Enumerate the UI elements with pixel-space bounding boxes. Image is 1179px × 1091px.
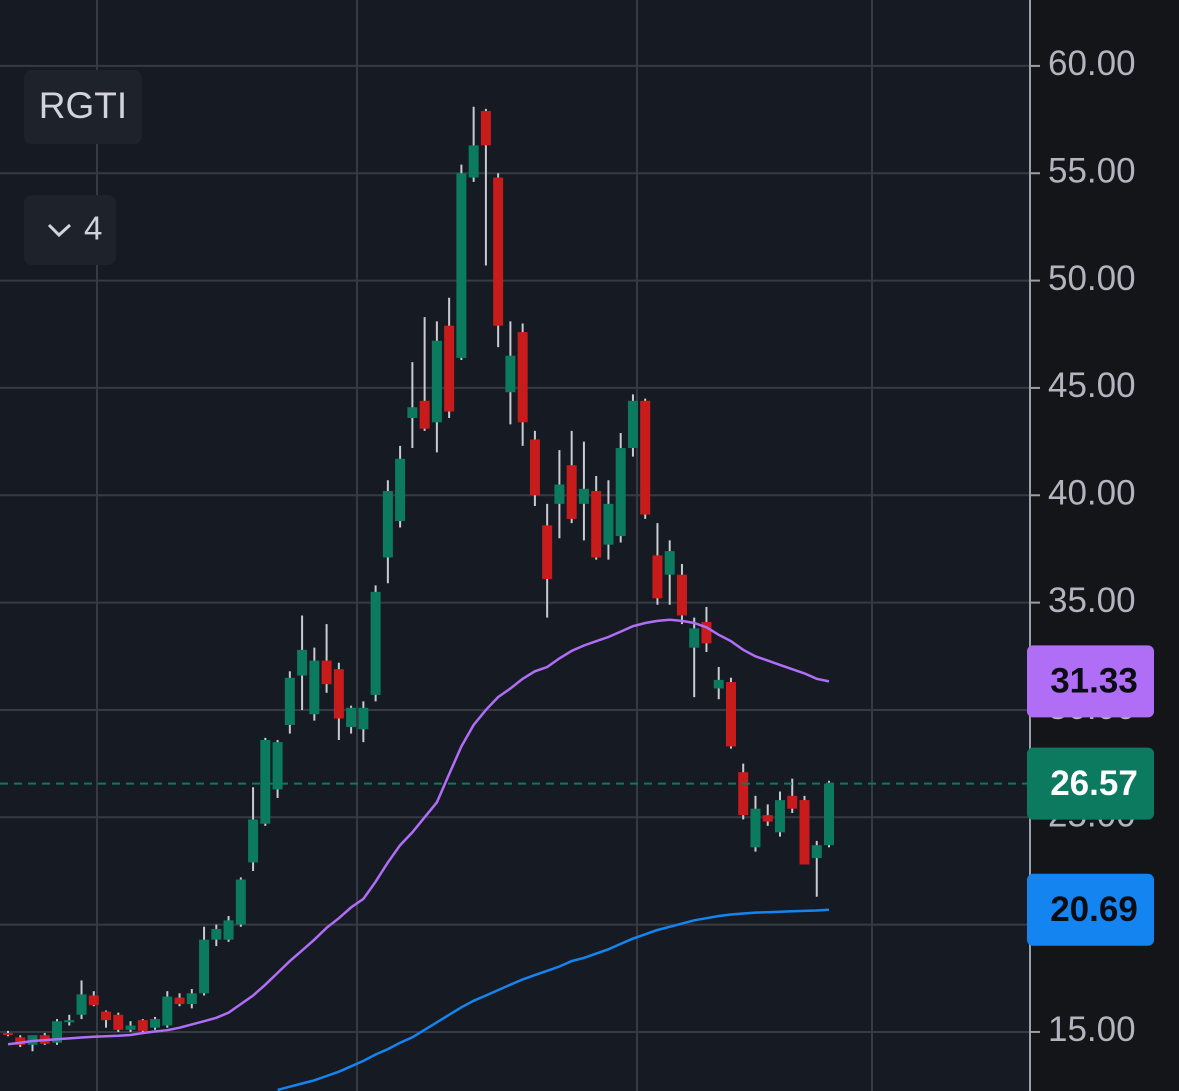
price-badge bbox=[1027, 747, 1154, 820]
candle-body bbox=[235, 879, 246, 925]
candle-body bbox=[591, 490, 602, 558]
candle-body bbox=[444, 325, 455, 412]
candle-body bbox=[676, 574, 687, 616]
candle-body bbox=[738, 772, 749, 816]
candle-body bbox=[750, 808, 761, 848]
candle-body bbox=[431, 340, 442, 423]
candle-body bbox=[762, 815, 773, 822]
y-tick-label: 40.00 bbox=[1048, 474, 1136, 513]
candle-body bbox=[309, 660, 320, 715]
candle-body bbox=[603, 503, 614, 545]
candle-body bbox=[3, 1033, 13, 1036]
candle-body bbox=[76, 994, 87, 1015]
candle-body bbox=[566, 465, 577, 519]
candle-body bbox=[199, 939, 210, 994]
candle-body bbox=[468, 145, 479, 178]
y-tick-label: 35.00 bbox=[1048, 581, 1136, 620]
candle-body bbox=[811, 845, 822, 859]
candle-body bbox=[211, 928, 222, 940]
candle-body bbox=[701, 621, 712, 644]
symbol-box[interactable] bbox=[24, 70, 142, 144]
candle-body bbox=[260, 739, 271, 824]
candle-body bbox=[358, 707, 369, 730]
moving-average-line bbox=[7, 618, 830, 1046]
candle-body bbox=[186, 993, 197, 1005]
chevron-icon bbox=[47, 223, 72, 238]
candle-body bbox=[824, 783, 834, 846]
indicator-count: 4 bbox=[84, 210, 102, 247]
candle-body bbox=[125, 1025, 136, 1030]
candle-body bbox=[480, 110, 491, 146]
candle-body bbox=[15, 1037, 26, 1045]
candle-body bbox=[382, 490, 393, 558]
candle-body bbox=[493, 177, 504, 326]
price-badge bbox=[1027, 645, 1154, 718]
candle-body bbox=[713, 679, 724, 689]
y-tick-label: 55.00 bbox=[1048, 151, 1136, 190]
candle-body bbox=[517, 332, 528, 423]
plot-background bbox=[0, 0, 1030, 1091]
candle-body bbox=[554, 484, 565, 504]
y-tick-label: 60.00 bbox=[1048, 44, 1136, 83]
candle-body bbox=[297, 649, 308, 676]
grid bbox=[0, 64, 1030, 1033]
candle-body bbox=[664, 551, 675, 575]
candle-body bbox=[113, 1014, 124, 1030]
candle-body bbox=[799, 800, 810, 865]
candle-body bbox=[174, 997, 185, 1005]
candle-body bbox=[725, 682, 736, 747]
candle-body bbox=[101, 1011, 112, 1021]
candle-body bbox=[395, 458, 406, 522]
candle-body bbox=[137, 1020, 148, 1031]
candle-body bbox=[578, 488, 589, 504]
indicators-toggle[interactable] bbox=[24, 195, 116, 265]
candle-body bbox=[223, 920, 234, 940]
candle-body bbox=[333, 669, 344, 719]
y-tick-label: 45.00 bbox=[1048, 366, 1136, 405]
candle-body bbox=[529, 439, 540, 496]
price-badge-label: 26.57 bbox=[1050, 764, 1138, 803]
price-badge bbox=[1027, 873, 1154, 946]
candle-body bbox=[162, 996, 173, 1026]
candle-body bbox=[542, 525, 553, 579]
candle-body bbox=[787, 795, 798, 809]
candle-body bbox=[284, 677, 295, 725]
price-badges: 31.33 20.69 26.57 bbox=[1027, 645, 1154, 946]
moving-average-line bbox=[277, 908, 830, 1091]
candle-body bbox=[321, 660, 332, 685]
candle-body bbox=[248, 819, 259, 863]
candle-body bbox=[774, 800, 785, 833]
symbol-label: RGTI bbox=[39, 85, 127, 126]
candle-body bbox=[64, 1020, 75, 1023]
candle-body bbox=[652, 555, 663, 599]
candle-body bbox=[419, 400, 430, 429]
candle-body bbox=[88, 995, 99, 1006]
candle-body bbox=[615, 448, 626, 537]
candle-body bbox=[370, 591, 381, 695]
candle-body bbox=[52, 1021, 63, 1043]
candle-body bbox=[272, 742, 283, 790]
candle-body bbox=[407, 407, 418, 418]
candle-body bbox=[346, 707, 357, 728]
plot bbox=[0, 106, 1030, 1091]
candle-body bbox=[505, 355, 516, 393]
candle-body bbox=[456, 173, 467, 358]
vertical-grid bbox=[96, 0, 873, 1091]
price-badge-label: 31.33 bbox=[1050, 662, 1138, 701]
candle-body bbox=[640, 400, 651, 515]
candle-body bbox=[689, 628, 700, 648]
y-tick-label: 15.00 bbox=[1048, 1010, 1136, 1049]
price-badge-label: 20.69 bbox=[1050, 890, 1138, 929]
candle-body bbox=[150, 1019, 161, 1028]
y-tick-label: 50.00 bbox=[1048, 259, 1136, 298]
candle-body bbox=[627, 400, 638, 449]
